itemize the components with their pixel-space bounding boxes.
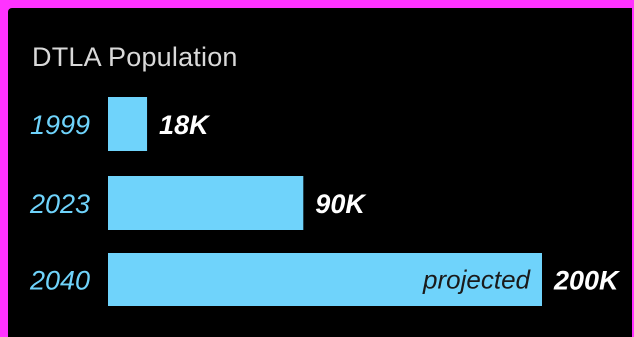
annotation-label: projected [422,265,531,295]
bar [108,253,542,306]
value-label: 90K [315,189,367,219]
category-label: 2023 [29,189,90,219]
bar [108,176,304,230]
value-label: 200K [553,266,621,296]
value-label: 18K [159,110,211,140]
bar [108,97,148,151]
category-label: 1999 [30,110,90,140]
bar-chart: 1999 18K 2023 90K 2040 200K projected [29,97,621,306]
chart-frame: DTLA Population 1999 18K 2023 90K 2040 200K pr… [8,8,632,337]
chart-title: DTLA Population [32,42,238,72]
category-label: 2040 [29,266,90,296]
